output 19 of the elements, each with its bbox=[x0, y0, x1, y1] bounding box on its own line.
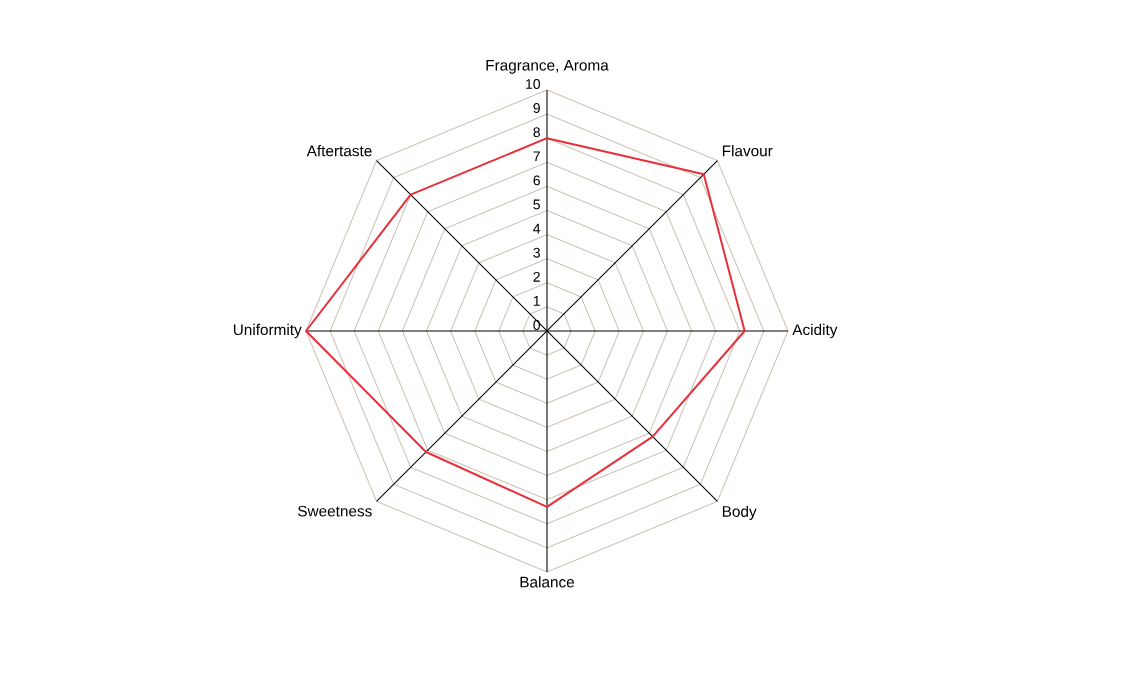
y-tick-label: 3 bbox=[533, 247, 540, 258]
y-tick-label: 6 bbox=[533, 175, 540, 186]
spoke-label: Balance bbox=[520, 576, 575, 588]
spoke-label: Uniformity bbox=[233, 323, 302, 339]
spoke-label: Sweetness bbox=[298, 505, 372, 517]
y-tick-label: 0 bbox=[533, 320, 541, 330]
y-tick-label: 9 bbox=[533, 103, 540, 114]
y-tick-label: 4 bbox=[533, 223, 541, 234]
spoke-label: Acidity bbox=[792, 323, 838, 339]
y-tick-label: 2 bbox=[533, 271, 540, 282]
spoke-label: Flavour bbox=[722, 145, 773, 157]
spoke-label: Body bbox=[722, 505, 757, 520]
y-tick-label: 1 bbox=[533, 296, 540, 306]
y-tick-label: 7 bbox=[533, 151, 540, 162]
y-tick-label: 5 bbox=[533, 199, 540, 210]
spoke-label: Fragrance, Aroma bbox=[486, 60, 609, 74]
y-tick-label: 10 bbox=[526, 79, 541, 89]
spoke-label: Aftertaste bbox=[306, 145, 372, 157]
y-tick-label: 8 bbox=[533, 127, 540, 138]
